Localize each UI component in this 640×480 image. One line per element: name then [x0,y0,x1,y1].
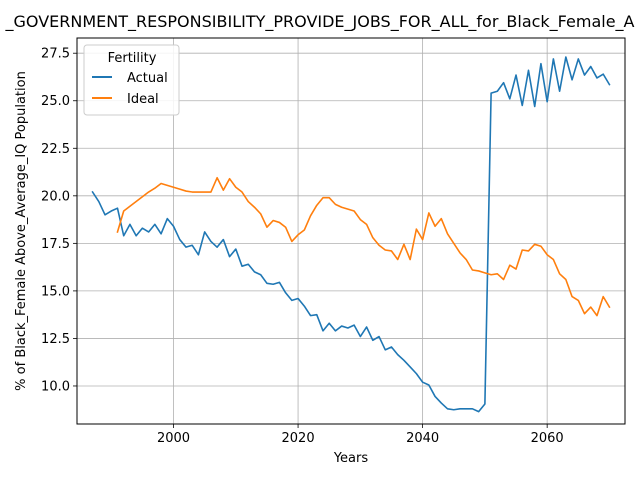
y-tick-label: 20.0 [41,189,70,204]
chart-title: _GOVERNMENT_RESPONSIBILITY_PROVIDE_JOBS_… [5,12,635,32]
y-tick-label: 27.5 [41,47,70,62]
x-tick-label: 2040 [406,431,439,446]
x-axis-label: Years [333,451,369,466]
y-tick-label: 10.0 [41,379,70,394]
legend-label-ideal: Ideal [127,92,159,107]
x-tick-label: 2000 [157,431,190,446]
legend-label-actual: Actual [127,71,168,86]
y-tick-label: 15.0 [41,284,70,299]
legend-title: Fertility [108,51,157,66]
y-tick-label: 25.0 [41,94,70,109]
legend: Fertility Actual Ideal [83,44,180,116]
y-tick-label: 12.5 [41,332,70,347]
series-line-actual [91,56,611,413]
series-line-ideal [116,176,611,317]
y-tick-label: 17.5 [41,237,70,252]
x-tick-label: 2020 [282,431,315,446]
y-tick-label: 22.5 [41,142,70,157]
plot-frame [76,37,626,425]
x-tick-label: 2060 [531,431,564,446]
series-lines [91,56,611,413]
y-axis-label: % of Black_Female Above_Average_IQ Popul… [14,71,29,391]
axis-ticks: 2000 2020 2040 2060 10.0 12.5 15.0 17.5 20.0 22.5… [41,47,564,446]
